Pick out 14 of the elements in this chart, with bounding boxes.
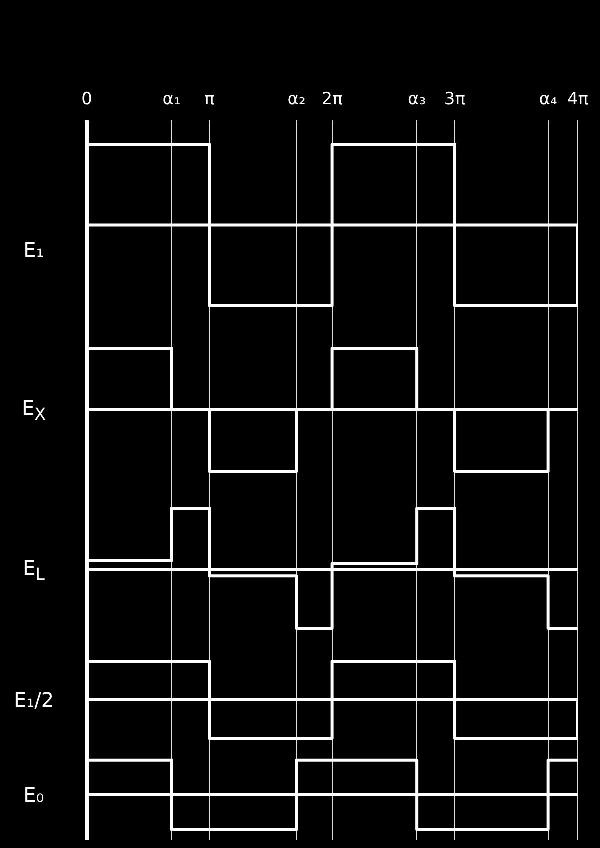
x-tick-label: α₂	[288, 90, 306, 110]
x-tick-label: α₄	[539, 90, 558, 110]
y-axis-title: E$_{X}$	[20, 396, 48, 424]
x-tick-label: α₃	[408, 90, 426, 110]
x-tick-label: 2π	[322, 90, 343, 110]
y-axis-title: E₀	[22, 783, 46, 807]
x-tick-label: π	[204, 90, 215, 110]
y-axis-title: E₁/2	[12, 688, 56, 712]
x-tick-label: 4π	[567, 90, 589, 110]
y-axis-title: E$_{L}$	[22, 556, 46, 584]
x-tick-label: 0	[82, 90, 92, 110]
x-tick-label: α₁	[162, 90, 181, 110]
x-tick-label: 3π	[444, 90, 466, 110]
y-axis-title: E₁	[22, 238, 46, 262]
